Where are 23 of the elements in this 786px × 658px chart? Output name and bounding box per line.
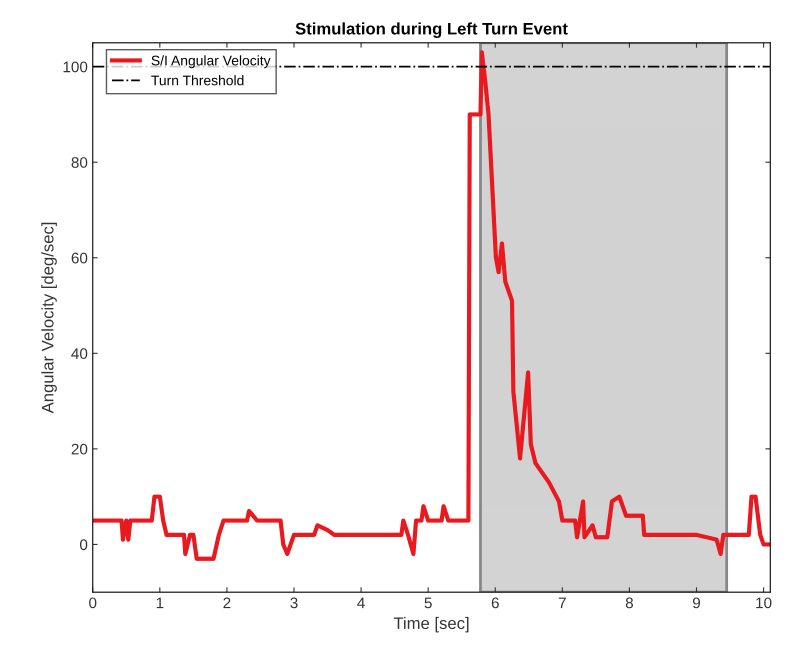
y-tick-label: 0: [80, 539, 88, 550]
x-tick-label: 5: [424, 598, 432, 608]
x-tick-label: 6: [492, 597, 499, 608]
x-tick-label: 3: [290, 597, 298, 608]
x-tick-label: 7: [558, 598, 566, 608]
x-tick-label: 9: [692, 597, 700, 608]
y-tick-label: 20: [72, 444, 88, 455]
x-tick-label: 4: [357, 598, 365, 608]
line-series: [92, 50, 770, 561]
y-tick-label: 80: [72, 157, 88, 168]
y-tick-label: 40: [71, 348, 88, 360]
x-tick-label: 10: [756, 597, 772, 608]
x-tick-label: 0: [89, 597, 96, 608]
chart-title: Stimulation during Left Turn Event: [296, 22, 568, 38]
y-axis-title: Angular Velocity [deg/sec]: [41, 222, 57, 414]
y-tick-label: 100: [64, 62, 88, 72]
x-tick-label: 2: [223, 597, 230, 608]
legend-label: Turn Threshold: [151, 75, 244, 86]
x-tick-label: 1: [156, 598, 164, 608]
legend-label: S/I Angular Velocity: [152, 55, 271, 68]
y-tick-label: 60: [72, 252, 88, 264]
x-tick-label: 8: [626, 597, 633, 608]
x-axis-title: Time [sec]: [394, 616, 468, 632]
